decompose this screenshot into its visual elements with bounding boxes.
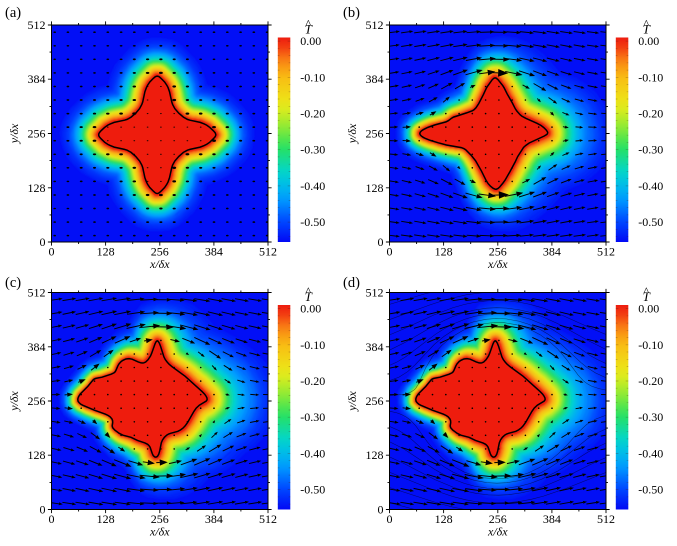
svg-text:-0.50: -0.50 — [300, 483, 325, 497]
svg-text:384: 384 — [366, 72, 384, 86]
svg-text:(d): (d) — [343, 275, 360, 291]
svg-text:-0.30: -0.30 — [300, 410, 325, 424]
svg-text:384: 384 — [205, 512, 223, 526]
svg-text:^: ^ — [643, 17, 649, 31]
svg-text:0: 0 — [40, 235, 46, 249]
svg-text:0.00: 0.00 — [300, 302, 321, 316]
svg-text:y/δx: y/δx — [7, 123, 21, 144]
svg-text:384: 384 — [543, 245, 561, 259]
svg-text:-0.10: -0.10 — [638, 70, 663, 84]
svg-text:-0.20: -0.20 — [638, 374, 663, 388]
svg-text:(c): (c) — [5, 275, 21, 291]
svg-text:0: 0 — [387, 245, 393, 259]
svg-text:-0.10: -0.10 — [638, 338, 663, 352]
svg-text:T: T — [643, 289, 651, 304]
svg-text:128: 128 — [366, 181, 384, 195]
svg-text:-0.40: -0.40 — [300, 446, 325, 460]
svg-text:512: 512 — [259, 512, 277, 526]
svg-text:-0.50: -0.50 — [300, 215, 325, 229]
svg-text:x/δx: x/δx — [149, 525, 170, 539]
svg-text:-0.50: -0.50 — [638, 483, 663, 497]
svg-text:128: 128 — [97, 512, 115, 526]
svg-text:-0.30: -0.30 — [638, 410, 663, 424]
svg-text:128: 128 — [28, 181, 46, 195]
svg-text:512: 512 — [28, 286, 46, 300]
svg-text:128: 128 — [28, 448, 46, 462]
svg-text:-0.20: -0.20 — [300, 374, 325, 388]
svg-text:0: 0 — [49, 245, 55, 259]
svg-text:-0.40: -0.40 — [638, 179, 663, 193]
svg-text:256: 256 — [366, 394, 384, 408]
svg-text:256: 256 — [489, 245, 507, 259]
svg-text:-0.50: -0.50 — [638, 215, 663, 229]
svg-text:256: 256 — [489, 512, 507, 526]
svg-text:128: 128 — [97, 245, 115, 259]
svg-text:384: 384 — [366, 340, 384, 354]
svg-text:512: 512 — [597, 245, 615, 259]
svg-text:y/δx: y/δx — [345, 123, 359, 144]
svg-text:^: ^ — [643, 284, 649, 298]
svg-text:512: 512 — [366, 286, 384, 300]
svg-text:256: 256 — [28, 394, 46, 408]
svg-text:-0.10: -0.10 — [300, 70, 325, 84]
svg-text:-0.20: -0.20 — [638, 107, 663, 121]
svg-text:x/δx: x/δx — [487, 525, 508, 539]
svg-text:256: 256 — [366, 127, 384, 141]
svg-text:384: 384 — [28, 72, 46, 86]
svg-text:^: ^ — [305, 17, 311, 31]
svg-text:T: T — [305, 289, 313, 304]
svg-text:x/δx: x/δx — [149, 257, 170, 271]
svg-text:256: 256 — [28, 127, 46, 141]
svg-text:0: 0 — [387, 512, 393, 526]
svg-text:y/δx: y/δx — [7, 391, 21, 412]
svg-text:384: 384 — [205, 245, 223, 259]
svg-text:^: ^ — [305, 284, 311, 298]
svg-text:x/δx: x/δx — [487, 257, 508, 271]
svg-text:-0.30: -0.30 — [638, 143, 663, 157]
svg-text:512: 512 — [366, 18, 384, 32]
svg-text:0: 0 — [378, 235, 384, 249]
svg-text:256: 256 — [151, 512, 169, 526]
svg-text:0: 0 — [49, 512, 55, 526]
svg-text:(a): (a) — [5, 5, 21, 21]
svg-text:-0.20: -0.20 — [300, 107, 325, 121]
svg-text:0: 0 — [378, 503, 384, 517]
svg-text:0.00: 0.00 — [300, 34, 321, 48]
svg-text:128: 128 — [435, 245, 453, 259]
svg-text:0.00: 0.00 — [638, 34, 659, 48]
svg-text:384: 384 — [28, 340, 46, 354]
svg-text:0: 0 — [40, 503, 46, 517]
svg-text:512: 512 — [28, 18, 46, 32]
svg-text:(b): (b) — [343, 5, 360, 21]
svg-text:T: T — [643, 22, 651, 37]
svg-text:y/δx: y/δx — [345, 391, 359, 412]
svg-text:-0.40: -0.40 — [300, 179, 325, 193]
svg-text:0.00: 0.00 — [638, 302, 659, 316]
svg-text:128: 128 — [366, 448, 384, 462]
svg-text:256: 256 — [151, 245, 169, 259]
svg-text:128: 128 — [435, 512, 453, 526]
svg-text:-0.10: -0.10 — [300, 338, 325, 352]
svg-text:512: 512 — [259, 245, 277, 259]
svg-text:-0.40: -0.40 — [638, 446, 663, 460]
svg-text:T: T — [305, 22, 313, 37]
svg-text:512: 512 — [597, 512, 615, 526]
svg-text:-0.30: -0.30 — [300, 143, 325, 157]
svg-text:384: 384 — [543, 512, 561, 526]
